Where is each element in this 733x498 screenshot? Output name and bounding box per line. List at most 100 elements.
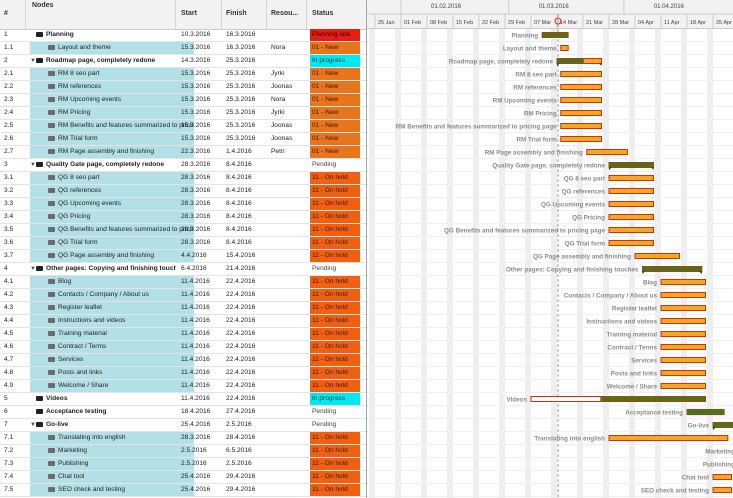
status-badge[interactable]: 11 - On hold bbox=[310, 354, 360, 366]
status-badge[interactable]: 11 - On hold bbox=[310, 484, 360, 496]
task-bar[interactable] bbox=[712, 474, 733, 480]
table-row[interactable]: 4.8 Posts and links 11.4.2016 22.4.2016 11 -… bbox=[0, 367, 366, 380]
task-name-cell[interactable]: Welcome / Share bbox=[30, 380, 194, 392]
task-name-cell[interactable]: RM Page assembly and finishing bbox=[30, 146, 194, 158]
status-badge[interactable]: 11 - On hold bbox=[310, 250, 360, 262]
col-header-finish[interactable]: Finish bbox=[222, 0, 267, 29]
task-bar[interactable] bbox=[660, 292, 707, 298]
table-row[interactable]: 4.2 Contacts / Company / About us 11.4.201… bbox=[0, 289, 366, 302]
task-name-cell[interactable]: QG Upcoming events bbox=[30, 198, 194, 210]
table-row[interactable]: 4.6 Contract / Terms 11.4.2016 22.4.2016 11 … bbox=[0, 341, 366, 354]
status-badge[interactable]: 01 - New bbox=[310, 146, 360, 158]
task-name-cell[interactable]: Planning bbox=[30, 29, 176, 41]
task-name-cell[interactable]: Training material bbox=[30, 328, 194, 340]
task-name-cell[interactable]: Translating into english bbox=[30, 432, 194, 444]
table-row[interactable]: 4.3 Register leaflet 11.4.2016 22.4.2016 11 … bbox=[0, 302, 366, 315]
task-bar[interactable] bbox=[660, 331, 707, 337]
status-badge[interactable]: 11 - On hold bbox=[310, 341, 360, 353]
task-name-cell[interactable]: Contacts / Company / About us bbox=[30, 289, 194, 301]
table-row[interactable]: 4.7 Services 11.4.2016 22.4.2016 11 - On hol… bbox=[0, 354, 366, 367]
task-bar[interactable] bbox=[660, 357, 707, 363]
table-row[interactable]: 2.4 RM Pricing 15.3.2016 25.3.2016 Jyrki 01 -… bbox=[0, 107, 366, 120]
task-name-cell[interactable]: RM 8 seo part bbox=[30, 68, 194, 80]
status-badge[interactable]: 11 - On hold bbox=[310, 432, 360, 444]
task-bar[interactable] bbox=[608, 201, 655, 207]
table-row[interactable]: 2.6 RM Trial form 15.3.2016 25.3.2016 Joonas… bbox=[0, 133, 366, 146]
table-row[interactable]: 3 ▼ Quality Gate page, completely redone 28… bbox=[0, 159, 366, 172]
table-row[interactable]: 4.9 Welcome / Share 11.4.2016 22.4.2016 11 -… bbox=[0, 380, 366, 393]
table-row[interactable]: 3.4 QG Pricing 28.3.2016 8.4.2016 11 - On ho… bbox=[0, 211, 366, 224]
task-name-cell[interactable]: RM Upcoming events bbox=[30, 94, 194, 106]
expand-arrow-icon[interactable]: ▼ bbox=[30, 58, 36, 64]
table-row[interactable]: 1 Planning 10.3.2016 16.3.2016 Planning late bbox=[0, 29, 366, 42]
status-badge[interactable]: 01 - New bbox=[310, 94, 360, 106]
table-row[interactable]: 4 ▼ Other pages: Copying and finishing tou… bbox=[0, 263, 366, 276]
table-row[interactable]: 3.6 QG Trial form 28.3.2016 8.4.2016 11 - On… bbox=[0, 237, 366, 250]
status-badge[interactable]: 11 - On hold bbox=[310, 224, 360, 236]
task-name-cell[interactable]: QG references bbox=[30, 185, 194, 197]
task-name-cell[interactable]: Instructions and videos bbox=[30, 315, 194, 327]
task-name-cell[interactable]: Services bbox=[30, 354, 194, 366]
task-bar[interactable] bbox=[586, 149, 629, 155]
status-badge[interactable]: 01 - New bbox=[310, 107, 360, 119]
status-badge[interactable]: 11 - On hold bbox=[310, 172, 360, 184]
status-badge[interactable]: 11 - On hold bbox=[310, 367, 360, 379]
status-badge[interactable]: In progress bbox=[310, 393, 360, 405]
table-row[interactable]: 2 ▼ Roadmap page, completely redone 14.3.20… bbox=[0, 55, 366, 68]
table-row[interactable]: 3.5 QG Benefits and features summarized t… bbox=[0, 224, 366, 237]
col-header-start[interactable]: Start bbox=[176, 0, 222, 29]
status-badge[interactable]: 11 - On hold bbox=[310, 276, 360, 288]
task-name-cell[interactable]: QG Page assembly and finishing bbox=[30, 250, 194, 262]
expand-arrow-icon[interactable]: ▼ bbox=[30, 162, 36, 168]
task-bar[interactable] bbox=[560, 45, 569, 51]
task-name-cell[interactable]: ▼ Other pages: Copying and finishing touc… bbox=[30, 263, 176, 275]
status-badge[interactable]: Pending bbox=[312, 421, 337, 428]
task-name-cell[interactable]: Layout and theme bbox=[30, 42, 194, 54]
col-header-resources[interactable]: Resou... bbox=[267, 0, 307, 29]
task-name-cell[interactable]: ▼ Go-live bbox=[30, 419, 176, 431]
status-badge[interactable]: 11 - On hold bbox=[310, 211, 360, 223]
table-row[interactable]: 6 Acceptance testing 18.4.2016 27.4.2016 Pen… bbox=[0, 406, 366, 419]
task-name-cell[interactable]: Acceptance testing bbox=[30, 406, 176, 418]
task-bar[interactable] bbox=[560, 97, 603, 103]
task-bar[interactable] bbox=[660, 318, 707, 324]
status-badge[interactable]: 11 - On hold bbox=[310, 458, 360, 470]
col-header-nodes[interactable]: Nodes bbox=[26, 0, 176, 29]
status-badge[interactable]: 01 - New bbox=[310, 81, 360, 93]
expand-arrow-icon[interactable]: ▼ bbox=[30, 266, 36, 272]
task-bar[interactable] bbox=[560, 84, 603, 90]
task-name-cell[interactable]: RM references bbox=[30, 81, 194, 93]
status-badge[interactable]: 01 - New bbox=[310, 120, 360, 132]
task-bar[interactable] bbox=[560, 110, 603, 116]
task-name-cell[interactable]: QG Pricing bbox=[30, 211, 194, 223]
task-name-cell[interactable]: Publishing bbox=[30, 458, 194, 470]
task-name-cell[interactable]: Register leaflet bbox=[30, 302, 194, 314]
task-bar[interactable] bbox=[712, 487, 733, 493]
table-row[interactable]: 3.2 QG references 28.3.2016 8.4.2016 11 - On… bbox=[0, 185, 366, 198]
task-name-cell[interactable]: ▼ Roadmap page, completely redone bbox=[30, 55, 176, 67]
table-row[interactable]: 3.3 QG Upcoming events 28.3.2016 8.4.2016 11… bbox=[0, 198, 366, 211]
col-header-num[interactable]: # bbox=[0, 0, 26, 29]
table-row[interactable]: 1.1 Layout and theme 15.3.2016 16.3.2016 Nor… bbox=[0, 42, 366, 55]
task-bar[interactable] bbox=[608, 227, 655, 233]
task-bar[interactable] bbox=[608, 175, 655, 181]
table-row[interactable]: 7.3 Publishing 2.5.2016 2.5.2016 11 - On hol… bbox=[0, 458, 366, 471]
status-badge[interactable]: In progress bbox=[310, 55, 360, 67]
table-row[interactable]: 3.7 QG Page assembly and finishing 4.4.201… bbox=[0, 250, 366, 263]
table-row[interactable]: 7 ▼ Go-live 25.4.2016 2.5.2016 Pending bbox=[0, 419, 366, 432]
status-badge[interactable]: 11 - On hold bbox=[310, 185, 360, 197]
status-badge[interactable]: Pending bbox=[312, 161, 337, 168]
task-bar[interactable] bbox=[660, 344, 707, 350]
expand-arrow-icon[interactable]: ▼ bbox=[30, 422, 36, 428]
task-name-cell[interactable]: RM Benefits and features summarized to p… bbox=[30, 120, 194, 132]
task-bar[interactable] bbox=[660, 383, 707, 389]
status-badge[interactable]: 11 - On hold bbox=[310, 380, 360, 392]
status-badge[interactable]: 11 - On hold bbox=[310, 198, 360, 210]
table-row[interactable]: 2.2 RM references 15.3.2016 25.3.2016 Joonas… bbox=[0, 81, 366, 94]
table-row[interactable]: 7.4 Chat tool 25.4.2016 29.4.2016 11 - On ho… bbox=[0, 471, 366, 484]
task-bar[interactable] bbox=[608, 214, 655, 220]
task-name-cell[interactable]: ▼ Quality Gate page, completely redone bbox=[30, 159, 176, 171]
table-row[interactable]: 3.1 QG 8 seo part 28.3.2016 8.4.2016 11 - On… bbox=[0, 172, 366, 185]
table-row[interactable]: 2.3 RM Upcoming events 15.3.2016 25.3.2016 N… bbox=[0, 94, 366, 107]
status-badge[interactable]: 11 - On hold bbox=[310, 289, 360, 301]
